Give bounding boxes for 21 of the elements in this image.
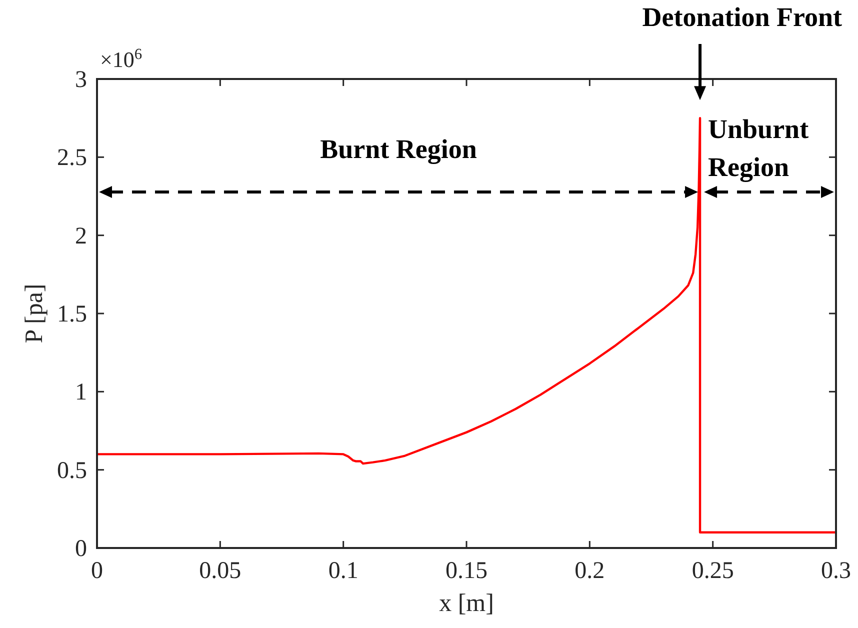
annotation: Unburnt Region <box>708 114 809 182</box>
annotation: Burnt Region <box>320 134 477 164</box>
y-tick-label: 0.5 <box>57 458 87 484</box>
y-tick-label: 2 <box>75 223 87 250</box>
x-tick-label: 0 <box>91 558 103 584</box>
text: ×10$^{6}$ <box>100 46 142 72</box>
y-axis-title: P [pa] <box>21 284 48 344</box>
x-tick-label: 0.25 <box>692 558 734 584</box>
y-tick-label: 0 <box>75 536 87 562</box>
x-tick-label: 0.1 <box>328 558 358 584</box>
y-tick-label: 2.5 <box>57 145 87 172</box>
y-tick-label: 3 <box>75 67 87 93</box>
y-tick-label: 1 <box>75 380 87 406</box>
x-tick-label: 0.2 <box>574 558 605 584</box>
y-tick-label: 1.5 <box>57 302 87 328</box>
text: Detonation Front <box>642 2 842 32</box>
line-series <box>97 116 836 534</box>
x-tick-label: 0.05 <box>199 558 242 584</box>
x-tick-label: 0.3 <box>821 558 851 584</box>
x-axis-title: x [m] <box>439 590 494 617</box>
x-tick-label: 0.15 <box>446 558 488 584</box>
